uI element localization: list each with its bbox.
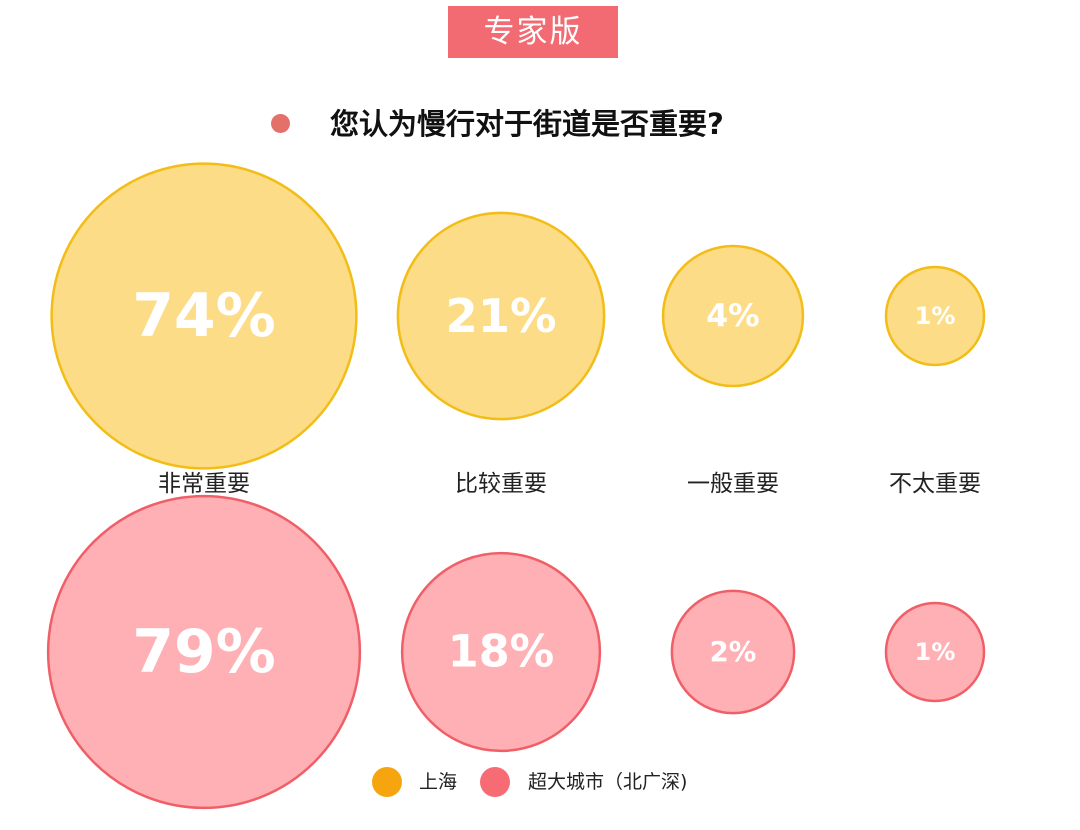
- bubble-megacity-2: [670, 589, 796, 715]
- category-label-3: 不太重要: [889, 471, 981, 497]
- bubble-value-megacity-1: 18%: [448, 627, 555, 678]
- legend-label-shanghai: 上海: [419, 771, 458, 793]
- bubble-value-shanghai-2: 4%: [706, 298, 759, 334]
- bubble-value-megacity-3: 1%: [915, 638, 956, 666]
- bubble-shanghai-2: [661, 244, 805, 388]
- question-text: 您认为慢行对于街道是否重要?: [330, 107, 724, 141]
- bubble-megacity-0: [46, 494, 362, 810]
- category-label-0: 非常重要: [158, 471, 250, 497]
- question-bullet-icon: [271, 114, 290, 133]
- bubble-megacity-1: [400, 551, 602, 753]
- bubble-shanghai-0: [50, 162, 358, 470]
- legend-swatch-shanghai: [372, 767, 402, 797]
- edition-badge: 专家版: [448, 6, 618, 58]
- bubble-megacity-3: [884, 601, 986, 703]
- legend: 上海 超大城市（北广深): [0, 766, 1080, 800]
- legend-swatch-megacity: [480, 767, 510, 797]
- bubble-value-shanghai-0: 74%: [132, 281, 276, 351]
- bubble-value-shanghai-3: 1%: [915, 302, 956, 330]
- bubble-value-shanghai-1: 21%: [445, 289, 556, 343]
- category-label-1: 比较重要: [455, 471, 547, 497]
- bubble-shanghai-1: [396, 211, 606, 421]
- bubble-value-megacity-0: 79%: [132, 617, 276, 687]
- question-heading: 您认为慢行对于街道是否重要?: [0, 104, 1080, 144]
- legend-label-megacity: 超大城市（北广深): [528, 771, 688, 793]
- bubble-value-megacity-2: 2%: [710, 636, 757, 668]
- bubble-shanghai-3: [884, 265, 986, 367]
- category-label-2: 一般重要: [687, 471, 779, 497]
